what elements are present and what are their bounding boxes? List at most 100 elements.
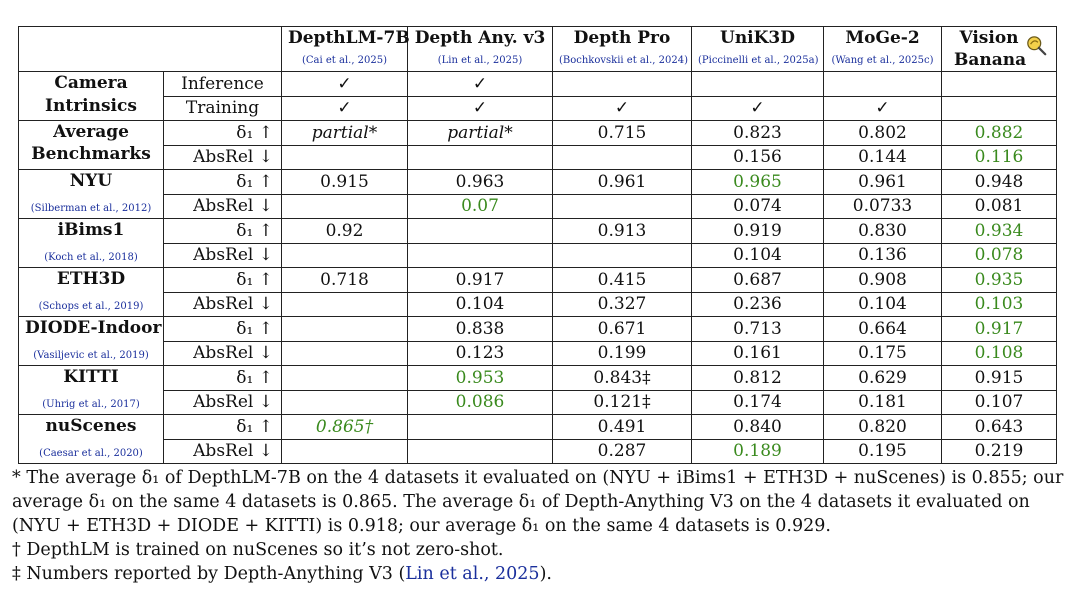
dataset-label: nuScenes (Caesar et al., 2020) xyxy=(18,414,164,464)
value-cell: 0.718 xyxy=(281,267,408,293)
value-cell: 0.934 xyxy=(941,218,1057,244)
value-cell: 0.802 xyxy=(823,120,942,146)
value-cell: 0.820 xyxy=(823,414,942,440)
value-cell: 0.915 xyxy=(281,169,408,195)
dataset-metric-row: AbsRel ↓ 0.287 0.189 0.195 0.219 xyxy=(19,438,1057,464)
check-cell: ✓ xyxy=(407,95,553,121)
value-cell xyxy=(281,144,408,170)
value-cell: 0.643 xyxy=(941,414,1057,440)
check-cell xyxy=(552,71,692,97)
dataset-name: ETH3D xyxy=(56,269,126,289)
model-name: DepthLM-7B xyxy=(288,28,410,48)
dataset-citation[interactable]: (Caesar et al., 2020) xyxy=(39,448,143,459)
value-cell: 0.965 xyxy=(691,169,824,195)
value-cell: 0.086 xyxy=(407,389,553,415)
value-cell: 0.953 xyxy=(407,365,553,391)
dataset-label: NYU (Silberman et al., 2012) xyxy=(18,169,164,219)
metric-label: AbsRel ↓ xyxy=(163,242,282,268)
metric-label: AbsRel ↓ xyxy=(163,144,282,170)
value-cell: 0.07 xyxy=(407,193,553,219)
dataset-metric-row: ETH3D (Schops et al., 2019) δ₁ ↑ 0.718 0.917… xyxy=(18,267,1057,317)
dataset-metric-row: AbsRel ↓ 0.07 0.074 0.0733 0.081 xyxy=(19,193,1057,219)
value-cell: 0.103 xyxy=(941,291,1057,317)
check-cell xyxy=(941,95,1057,121)
model-header-depth-pro: Depth Pro (Bochkovskii et al., 2024) xyxy=(552,26,692,72)
dataset-label: KITTI (Uhrig et al., 2017) xyxy=(18,365,164,415)
value-cell: 0.0733 xyxy=(823,193,942,219)
value-cell: 0.078 xyxy=(941,242,1057,268)
dataset-metric-row: AbsRel ↓ 0.104 0.327 0.236 0.104 0.103 xyxy=(19,291,1057,317)
value-cell: 0.908 xyxy=(823,267,942,293)
value-cell: 0.687 xyxy=(691,267,824,293)
value-cell: 0.327 xyxy=(552,291,692,317)
value-cell: 0.917 xyxy=(941,316,1057,342)
model-name: Vision Banana xyxy=(954,28,1027,70)
dataset-citation[interactable]: (Uhrig et al., 2017) xyxy=(42,399,140,410)
citation-link[interactable]: Lin et al., 2025 xyxy=(405,564,540,584)
value-cell: 0.843‡ xyxy=(552,365,692,391)
dataset-citation[interactable]: (Vasiljevic et al., 2019) xyxy=(33,350,149,361)
value-cell xyxy=(552,242,692,268)
dataset-name: Benchmarks xyxy=(31,144,151,164)
dataset-name: nuScenes xyxy=(45,416,137,436)
footnote-dagger: † DepthLM is trained on nuScenes so it’s… xyxy=(12,540,504,560)
dataset-metric-row: DIODE-Indoor (Vasiljevic et al., 2019) δ₁ … xyxy=(18,316,1057,366)
model-name: UniK3D xyxy=(720,28,795,48)
dataset-citation[interactable]: (Schops et al., 2019) xyxy=(38,301,144,312)
model-name: MoGe-2 xyxy=(845,28,920,48)
value-cell xyxy=(552,144,692,170)
value-cell: 0.664 xyxy=(823,316,942,342)
check-cell xyxy=(823,71,942,97)
value-cell: 0.812 xyxy=(691,365,824,391)
dataset-citation[interactable]: (Silberman et al., 2012) xyxy=(30,203,152,214)
value-cell: 0.287 xyxy=(552,438,692,464)
model-citation[interactable]: (Cai et al., 2025) xyxy=(301,55,388,66)
model-citation[interactable]: (Bochkovskii et al., 2024) xyxy=(559,55,688,66)
dataset-name: DIODE-Indoor xyxy=(25,318,162,338)
model-citation[interactable]: (Wang et al., 2025c) xyxy=(831,55,934,66)
metric-label: δ₁ ↑ xyxy=(163,120,282,146)
dataset-name: Average xyxy=(53,122,129,142)
dataset-name: KITTI xyxy=(63,367,119,387)
dataset-citation[interactable]: (Koch et al., 2018) xyxy=(44,252,138,263)
check-cell: ✓ xyxy=(823,95,942,121)
header-row: DepthLM-7B (Cai et al., 2025) Depth Any.… xyxy=(18,26,1057,72)
value-cell: 0.919 xyxy=(691,218,824,244)
metric-label: δ₁ ↑ xyxy=(163,316,282,342)
value-cell xyxy=(281,389,408,415)
value-cell: 0.161 xyxy=(691,340,824,366)
value-cell: 0.92 xyxy=(281,218,408,244)
value-cell: 0.913 xyxy=(552,218,692,244)
metric-label: δ₁ ↑ xyxy=(163,169,282,195)
value-cell: 0.104 xyxy=(407,291,553,317)
value-cell: 0.189 xyxy=(691,438,824,464)
model-citation[interactable]: (Piccinelli et al., 2025a) xyxy=(698,55,819,66)
value-cell: 0.123 xyxy=(407,340,553,366)
value-cell xyxy=(281,365,408,391)
model-name: Depth Pro xyxy=(573,28,671,48)
dataset-name: iBims1 xyxy=(57,220,125,240)
value-cell: 0.948 xyxy=(941,169,1057,195)
check-cell xyxy=(941,71,1057,97)
value-cell xyxy=(281,438,408,464)
model-citation[interactable]: (Lin et al., 2025) xyxy=(437,55,523,66)
inference-label: Inference xyxy=(163,71,282,97)
dataset-label: Average Benchmarks xyxy=(18,120,164,170)
footnote-star: * The average δ₁ of DepthLM-7B on the 4 … xyxy=(12,468,1064,536)
value-cell xyxy=(281,291,408,317)
camera-training-row: Training ✓ ✓ ✓ ✓ ✓ xyxy=(19,95,1057,121)
value-cell: 0.917 xyxy=(407,267,553,293)
value-cell xyxy=(407,144,553,170)
value-cell: 0.175 xyxy=(823,340,942,366)
value-cell xyxy=(281,242,408,268)
dataset-label: DIODE-Indoor (Vasiljevic et al., 2019) xyxy=(18,316,164,366)
model-header-moge2: MoGe-2 (Wang et al., 2025c) xyxy=(823,26,942,72)
dataset-metric-row: NYU (Silberman et al., 2012) δ₁ ↑ 0.915 0.96… xyxy=(18,169,1057,219)
metric-label: AbsRel ↓ xyxy=(163,193,282,219)
dataset-metric-row: iBims1 (Koch et al., 2018) δ₁ ↑ 0.92 0.913 0.… xyxy=(18,218,1057,268)
banana-magnifier-icon xyxy=(1027,36,1047,56)
value-cell: partial* xyxy=(281,120,408,146)
value-cell: partial* xyxy=(407,120,553,146)
value-cell: 0.830 xyxy=(823,218,942,244)
value-cell: 0.156 xyxy=(691,144,824,170)
